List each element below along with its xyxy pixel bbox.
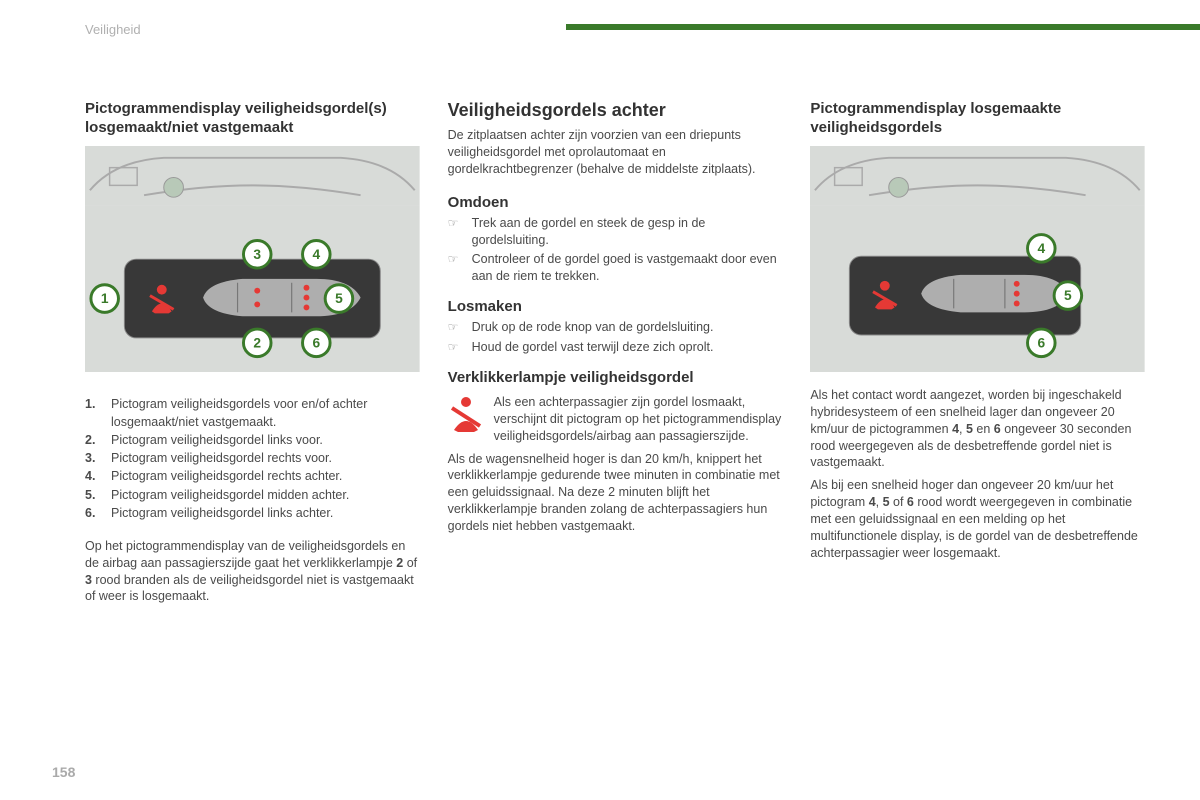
col1-para: Op het pictogrammendisplay van de veilig… xyxy=(85,538,420,606)
column-3: Pictogrammendisplay losgemaakte veilighe… xyxy=(810,100,1145,611)
svg-text:6: 6 xyxy=(312,335,320,350)
column-2: Veiligheidsgordels achter De zitplaatsen… xyxy=(448,100,783,611)
h-verklikker: Verklikkerlampje veiligheidsgordel xyxy=(448,369,783,386)
col3-para1: Als het contact wordt aangezet, worden b… xyxy=(810,387,1145,471)
header-accent-bar xyxy=(566,24,1200,30)
col2-intro: De zitplaatsen achter zijn voorzien van … xyxy=(448,127,783,178)
col1-title: Pictogrammendisplay veiligheidsgordel(s)… xyxy=(85,100,420,138)
col2-title: Veiligheidsgordels achter xyxy=(448,100,783,121)
h-omdoen: Omdoen xyxy=(448,194,783,211)
svg-text:1: 1 xyxy=(101,291,109,306)
column-1: Pictogrammendisplay veiligheidsgordel(s)… xyxy=(85,100,420,611)
list-item: 1.Pictogram veiligheidsgordels voor en/o… xyxy=(85,395,420,431)
instruction-item: ☞Houd de gordel vast terwijl deze zich o… xyxy=(448,339,783,356)
svg-text:5: 5 xyxy=(335,291,343,306)
col3-title: Pictogrammendisplay losgemaakte veilighe… xyxy=(810,100,1145,138)
diagram-left: 1 2 3 4 5 6 xyxy=(85,146,420,377)
list-item: 4.Pictogram veiligheidsgordel rechts ach… xyxy=(85,467,420,485)
instruction-item: ☞Druk op de rode knop van de gordelsluit… xyxy=(448,319,783,336)
seatbelt-warning-icon xyxy=(448,394,484,439)
svg-text:4: 4 xyxy=(1038,240,1046,255)
list-item: 5.Pictogram veiligheidsgordel midden ach… xyxy=(85,486,420,504)
instruction-item: ☞Trek aan de gordel en steek de gesp in … xyxy=(448,215,783,249)
warn-row: Als een achterpassagier zijn gordel losm… xyxy=(448,394,783,451)
svg-text:6: 6 xyxy=(1038,335,1046,350)
svg-text:4: 4 xyxy=(312,246,320,261)
instruction-item: ☞Controleer of de gordel goed is vastgem… xyxy=(448,251,783,285)
col3-para2: Als bij een snelheid hoger dan ongeveer … xyxy=(810,477,1145,561)
h-losmaken: Losmaken xyxy=(448,298,783,315)
svg-text:5: 5 xyxy=(1064,288,1072,303)
section-label: Veiligheid xyxy=(85,22,141,37)
diagram-right: 4 5 6 xyxy=(810,146,1145,377)
col2-para2: Als de wagensnelheid hoger is dan 20 km/… xyxy=(448,451,783,535)
svg-text:2: 2 xyxy=(253,335,261,350)
omdoen-list: ☞Trek aan de gordel en steek de gesp in … xyxy=(448,215,783,289)
page-number: 158 xyxy=(52,764,75,780)
list-item: 6.Pictogram veiligheidsgordel links acht… xyxy=(85,504,420,522)
list-item: 2.Pictogram veiligheidsgordel links voor… xyxy=(85,431,420,449)
col1-list: 1.Pictogram veiligheidsgordels voor en/o… xyxy=(85,395,420,522)
warn-text: Als een achterpassagier zijn gordel losm… xyxy=(494,394,783,445)
page-content: Pictogrammendisplay veiligheidsgordel(s)… xyxy=(85,100,1145,611)
losmaken-list: ☞Druk op de rode knop van de gordelsluit… xyxy=(448,319,783,359)
svg-text:3: 3 xyxy=(253,246,261,261)
list-item: 3.Pictogram veiligheidsgordel rechts voo… xyxy=(85,449,420,467)
